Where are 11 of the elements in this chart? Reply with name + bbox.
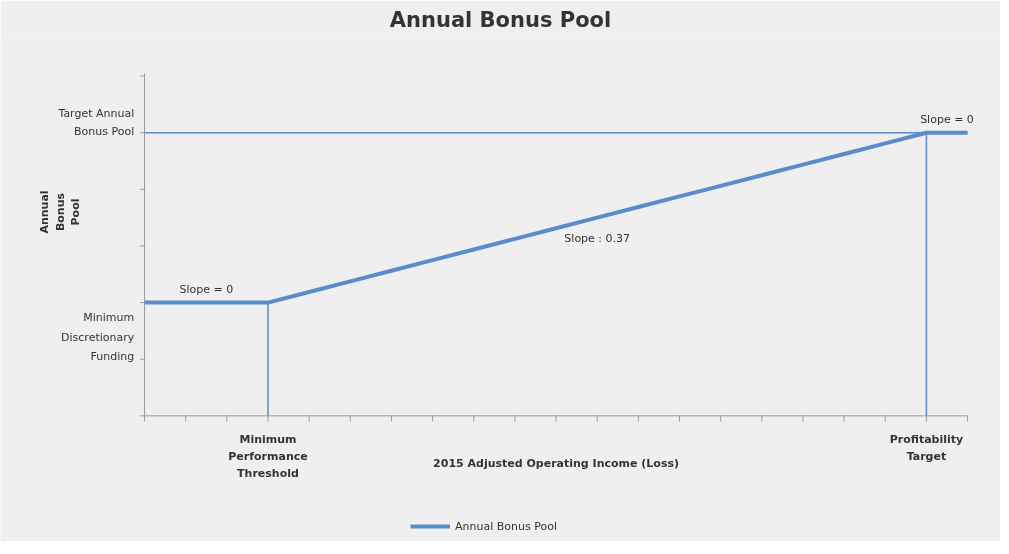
x-tick-label: Minimum Performance Threshold (228, 432, 308, 480)
annotation: Slope : 0.37 (564, 231, 631, 245)
annotation: Slope = 0 (179, 282, 234, 296)
ref-line-label: Target Annual Bonus Pool (57, 107, 135, 139)
x-tick-label: Profitability Target (889, 432, 964, 463)
text: Annual Bonus Pool (38, 190, 83, 234)
text: Minimum Discretionary Funding (61, 311, 135, 364)
legend-label: Annual Bonus Pool (455, 519, 557, 533)
text: Slope = 0 (920, 112, 974, 126)
y-axis-title: Annual Bonus Pool (389, 7, 612, 32)
x-axis-title: 2015 Adjusted Operating Income (Loss) (433, 457, 680, 471)
